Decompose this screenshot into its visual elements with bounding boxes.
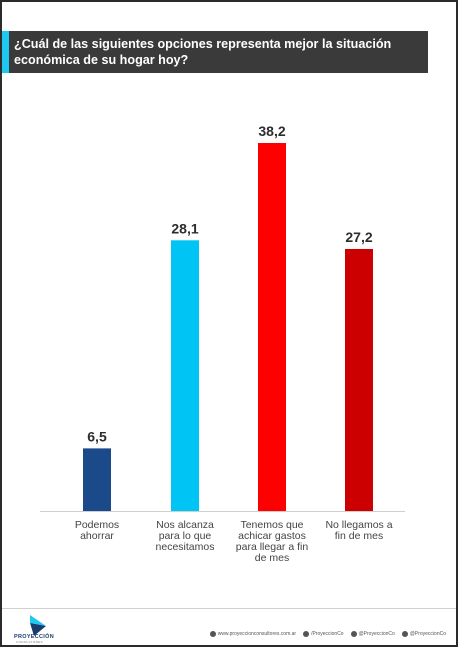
footer-divider — [2, 608, 456, 609]
bar-chart: 6,5 Podemos ahorrar 28,1 Nos alcanza para lo … — [40, 123, 405, 564]
brand-subtitle: CONSULTORES — [16, 640, 43, 644]
proyeccion-logo-icon — [30, 615, 46, 636]
bar-1 — [83, 448, 111, 511]
footer-link-website[interactable]: www.proyeccionconsultores.com.ar — [209, 631, 297, 637]
facebook-icon — [303, 631, 310, 637]
brand-name: PROYECCIÓN — [14, 634, 54, 640]
bar-3 — [258, 143, 286, 511]
facebook-text: /ProyeccionCo — [311, 631, 344, 637]
title-band — [2, 31, 428, 73]
chart-title: ¿Cuál de las siguientes opciones represe… — [14, 37, 392, 67]
category-label-2: Nos alcanza para lo que necesitamos — [156, 519, 215, 553]
category-label-4: No llegamos a fin de mes — [325, 519, 392, 542]
footer-social-links: www.proyeccionconsultores.com.ar /Proyec… — [209, 631, 446, 637]
bar-value-label-2: 28,1 — [171, 220, 198, 236]
bar-2 — [171, 240, 199, 511]
footer-link-twitter[interactable]: @ProyeccionCo — [350, 631, 395, 637]
instagram-text: @ProyeccionCo — [409, 631, 446, 637]
title-accent-bar — [2, 31, 9, 73]
bar-4 — [345, 248, 373, 512]
website-text: www.proyeccionconsultores.com.ar — [217, 631, 297, 637]
bar-value-label-3: 38,2 — [258, 123, 285, 139]
footer-link-facebook[interactable]: /ProyeccionCo — [303, 631, 344, 637]
footer-link-instagram[interactable]: @ProyeccionCo — [401, 631, 446, 637]
category-label-3: Tenemos que achicar gastos para llegar a f… — [236, 519, 309, 564]
twitter-icon — [350, 631, 357, 637]
category-label-1: Podemos ahorrar — [75, 519, 119, 542]
instagram-icon — [401, 631, 408, 637]
globe-icon — [209, 631, 216, 637]
twitter-text: @ProyeccionCo — [358, 631, 395, 637]
bar-value-label-4: 27,2 — [345, 229, 372, 245]
bar-value-label-1: 6,5 — [87, 428, 107, 444]
